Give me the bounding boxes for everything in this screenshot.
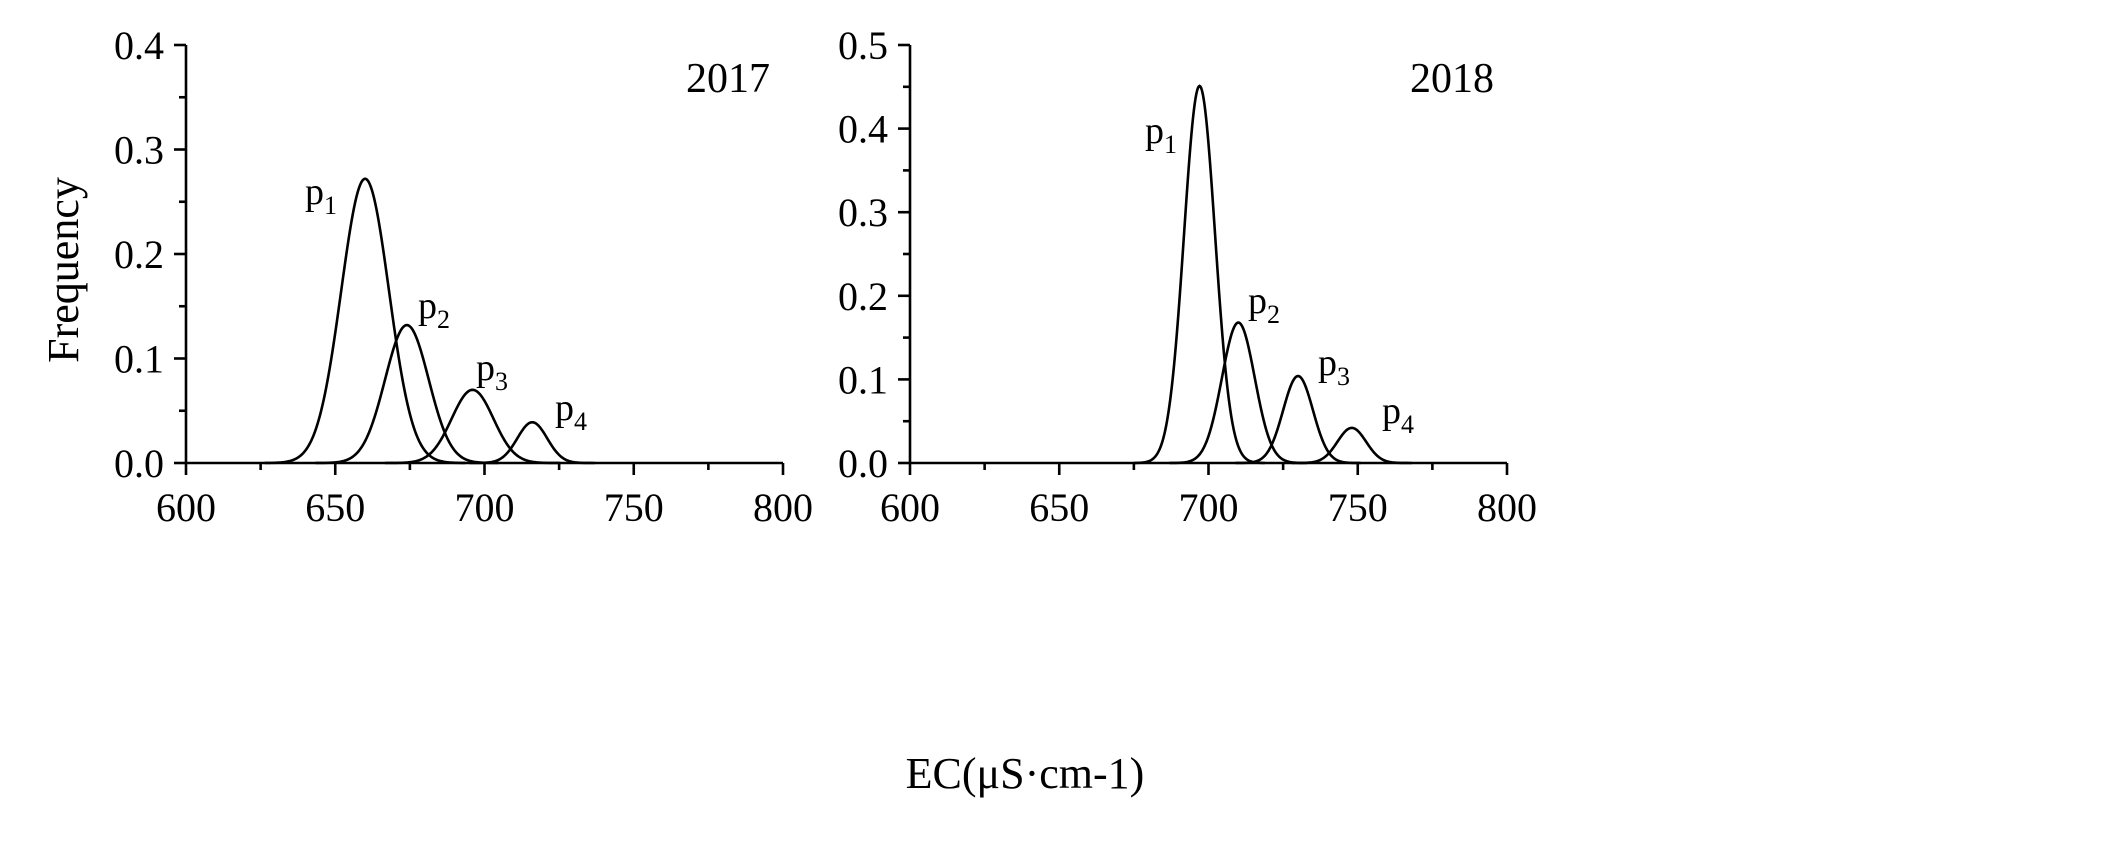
x-tick-label: 800 — [1477, 485, 1537, 530]
series-label-p1: p1 — [305, 171, 337, 220]
y-tick-label: 0.1 — [838, 357, 888, 402]
x-tick-label: 700 — [1179, 485, 1239, 530]
series-curve-p2 — [315, 323, 499, 465]
x-axis-title: EC(μS·cm-1) — [906, 749, 1145, 798]
series-curve-p3 — [384, 388, 561, 465]
y-axis-title: Frequency — [39, 177, 88, 363]
y-tick-label: 0.5 — [838, 23, 888, 68]
series-curve-p3 — [1235, 374, 1361, 465]
panel-year-label: 2017 — [686, 56, 770, 102]
series-label-p2: p2 — [418, 285, 450, 334]
series-curve-p1 — [264, 177, 466, 465]
y-tick-label: 0.3 — [838, 190, 888, 235]
x-tick-label: 800 — [753, 485, 813, 530]
series-label-p1: p1 — [1145, 110, 1177, 159]
series-curve-p4 — [469, 420, 595, 465]
x-tick-label: 750 — [1328, 485, 1388, 530]
series-label-p3: p3 — [476, 347, 508, 396]
x-tick-label: 600 — [156, 485, 216, 530]
series-label-p3: p3 — [1318, 342, 1350, 391]
panel-2018: 600 650 700 750 800 0.0 0.1 0.2 0.3 0.4 0.5 2018 p1 p… — [838, 23, 1537, 530]
y-tick-label: 0.1 — [114, 337, 164, 382]
x-tick-label: 750 — [604, 485, 664, 530]
series-curve-p4 — [1291, 426, 1412, 465]
y-tick-label: 0.4 — [114, 23, 164, 68]
x-tick-label: 650 — [305, 485, 365, 530]
x-tick-label: 700 — [455, 485, 515, 530]
series-curve-p1 — [1134, 84, 1265, 465]
y-tick-label: 0.2 — [838, 274, 888, 319]
y-tick-label: 0.4 — [838, 107, 888, 152]
panel-year-label: 2018 — [1410, 56, 1494, 102]
y-tick-label: 0.3 — [114, 128, 164, 173]
x-tick-label: 650 — [1029, 485, 1089, 530]
series-curve-p2 — [1169, 321, 1308, 465]
series-label-p2: p2 — [1248, 280, 1280, 329]
series-label-p4: p4 — [1382, 390, 1414, 439]
panel-2017: 600 650 700 750 800 0.0 0.1 0.2 0.3 0.4 2017 p1 p2 p3… — [114, 23, 813, 530]
y-tick-label: 0.0 — [114, 441, 164, 486]
y-tick-label: 0.2 — [114, 232, 164, 277]
y-tick-label: 0.0 — [838, 441, 888, 486]
x-tick-label: 600 — [880, 485, 940, 530]
series-label-p4: p4 — [555, 387, 587, 436]
